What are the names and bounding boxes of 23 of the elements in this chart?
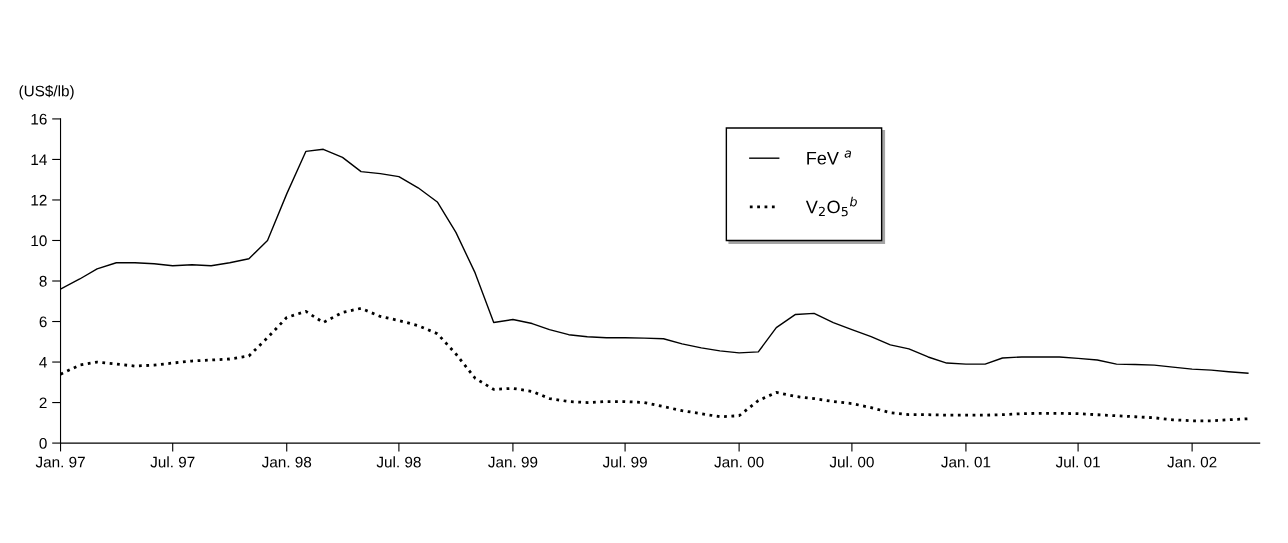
x-tick-label: Jan. 98 bbox=[261, 456, 312, 468]
x-tick-label: Jan. 97 bbox=[35, 456, 85, 468]
legend-label: FeV $^{a}$ bbox=[807, 150, 852, 165]
x-tick-label: Jan. 99 bbox=[488, 456, 538, 468]
x-tick-label: Jul. 99 bbox=[602, 456, 647, 468]
y-tick-label: 10 bbox=[31, 235, 47, 247]
legend-label: V$_{2}$O$_{5}$$^{b}$ bbox=[805, 196, 857, 217]
y-tick-label: 4 bbox=[39, 357, 47, 368]
x-tick-label: Jul. 01 bbox=[1055, 456, 1100, 468]
x-tick-label: Jan. 01 bbox=[941, 456, 991, 468]
x-tick-label: Jul. 98 bbox=[376, 456, 421, 468]
x-tick-label: Jul. 97 bbox=[150, 456, 195, 468]
x-tick-label: Jan. 00 bbox=[714, 456, 764, 468]
y-tick-label: 16 bbox=[31, 113, 47, 125]
y-tick-label: 12 bbox=[31, 194, 47, 206]
y-tick-label: 8 bbox=[39, 275, 47, 287]
x-tick-label: Jul. 00 bbox=[829, 456, 874, 468]
y-tick-label: 14 bbox=[31, 154, 47, 165]
y-tick-label: 6 bbox=[39, 316, 47, 328]
x-tick-label: Jan. 02 bbox=[1167, 456, 1217, 468]
y-axis-title: (US$/lb) bbox=[19, 84, 74, 100]
y-tick-label: 0 bbox=[39, 437, 47, 449]
y-tick-label: 2 bbox=[39, 397, 47, 409]
